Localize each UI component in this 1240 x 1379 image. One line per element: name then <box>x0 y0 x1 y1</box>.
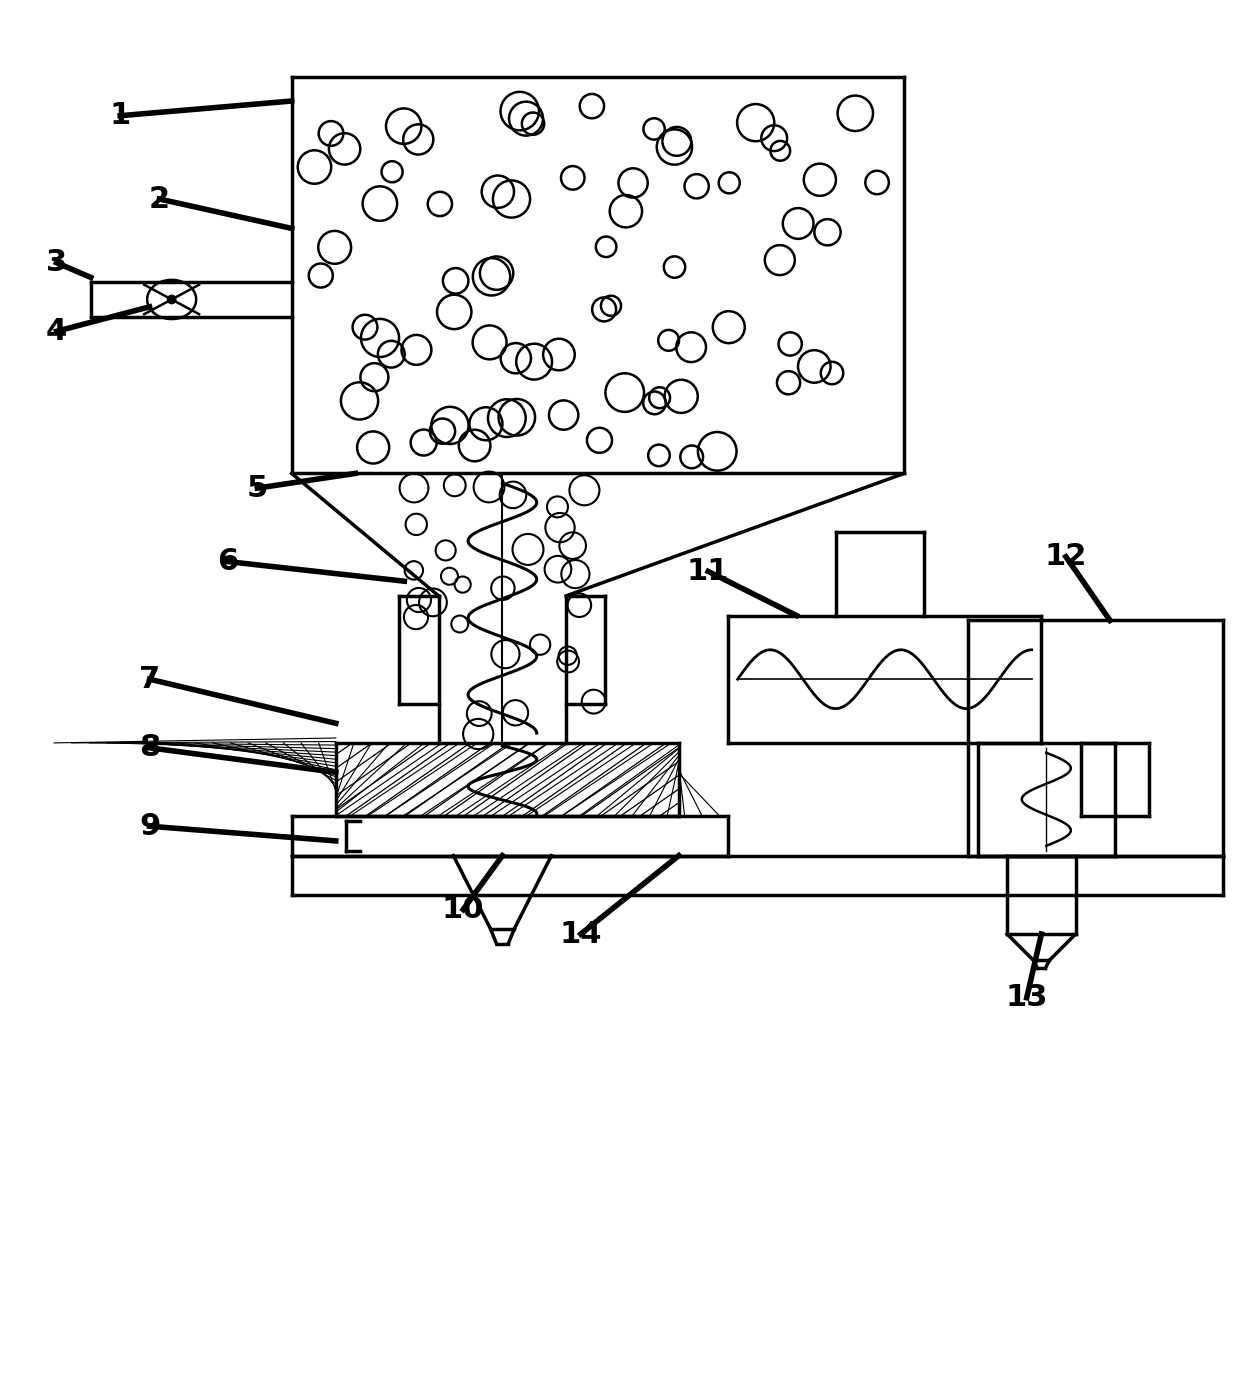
Text: 4: 4 <box>46 317 67 346</box>
Text: 3: 3 <box>46 248 67 277</box>
Text: 14: 14 <box>559 920 603 949</box>
Text: 7: 7 <box>139 665 160 694</box>
Text: 5: 5 <box>247 473 268 502</box>
Text: 13: 13 <box>1006 983 1048 1012</box>
Text: 2: 2 <box>149 185 170 214</box>
Text: 8: 8 <box>139 734 160 763</box>
Text: 9: 9 <box>139 812 160 841</box>
Text: 1: 1 <box>109 101 131 130</box>
Text: 12: 12 <box>1045 542 1087 571</box>
Circle shape <box>166 295 176 305</box>
Text: 6: 6 <box>217 547 238 576</box>
Text: 10: 10 <box>441 895 485 924</box>
Text: 11: 11 <box>687 557 729 586</box>
